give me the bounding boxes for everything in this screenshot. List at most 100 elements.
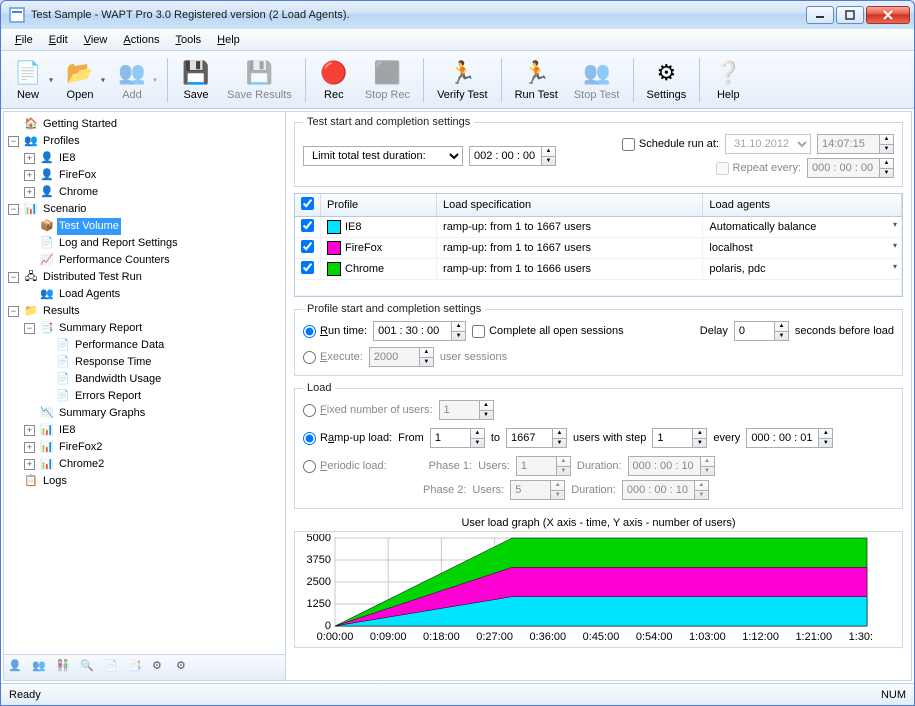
tree-item[interactable]: Response Time <box>73 354 153 371</box>
titlebar[interactable]: Test Sample - WAPT Pro 3.0 Registered ve… <box>1 1 914 29</box>
table-row[interactable]: IE8ramp-up: from 1 to 1667 usersAutomati… <box>295 217 902 238</box>
tree-item[interactable]: Bandwidth Usage <box>73 371 163 388</box>
tree-load-agents[interactable]: Load Agents <box>57 286 122 303</box>
expand-toggle[interactable]: + <box>24 425 35 436</box>
menu-edit[interactable]: Edit <box>41 32 76 48</box>
step-value[interactable] <box>652 428 692 448</box>
every-value[interactable] <box>746 428 818 448</box>
spinner[interactable]: ▲▼ <box>818 428 833 448</box>
tree-getting-started[interactable]: Getting Started <box>41 116 119 133</box>
menu-tools[interactable]: Tools <box>167 32 209 48</box>
tree-item[interactable]: Chrome <box>57 184 100 201</box>
spinner[interactable]: ▲▼ <box>470 428 485 448</box>
expand-toggle[interactable]: + <box>24 187 35 198</box>
to-value[interactable] <box>506 428 552 448</box>
ramp-radio[interactable] <box>303 432 316 445</box>
minimize-button[interactable] <box>806 6 834 24</box>
expand-toggle[interactable]: + <box>24 153 35 164</box>
limit-value-input[interactable] <box>469 146 541 166</box>
open-button[interactable]: 📂Open <box>59 54 109 106</box>
row-checkbox[interactable] <box>301 240 314 253</box>
expand-toggle[interactable]: + <box>24 442 35 453</box>
spinner[interactable]: ▲▼ <box>552 428 567 448</box>
tree-logs[interactable]: Logs <box>41 473 69 490</box>
tool-icon[interactable]: 📄 <box>104 659 122 677</box>
spinner[interactable]: ▲▼ <box>692 428 707 448</box>
tree-item[interactable]: Errors Report <box>73 388 143 405</box>
tree-perf-counters[interactable]: Performance Counters <box>57 252 172 269</box>
tree-view[interactable]: 🏠Getting Started −👥Profiles +👤IE8+👤FireF… <box>4 112 285 654</box>
table-row[interactable]: Chromeramp-up: from 1 to 1666 userspolar… <box>295 259 902 280</box>
tree-item[interactable]: Chrome2 <box>57 456 106 473</box>
tree-item[interactable]: FireFox <box>57 167 98 184</box>
expand-toggle[interactable]: − <box>8 204 19 215</box>
tree-scenario[interactable]: Scenario <box>41 201 88 218</box>
agents-cell[interactable]: Automatically balance <box>703 217 902 238</box>
table-row[interactable]: FireFoxramp-up: from 1 to 1667 usersloca… <box>295 238 902 259</box>
runtime-radio[interactable] <box>303 325 316 338</box>
svg-text:1:30:00: 1:30:00 <box>849 631 873 642</box>
new-button[interactable]: 📄New <box>7 54 57 106</box>
logs-icon: 📋 <box>23 474 39 490</box>
row-checkbox[interactable] <box>301 261 314 274</box>
load-group: Load Fixed number of users: ▲▼ Ramp-up l… <box>294 382 903 509</box>
limit-select[interactable]: Limit total test duration: <box>303 146 463 166</box>
run-button[interactable]: 🏃Run Test <box>508 54 565 106</box>
delay-value[interactable] <box>734 321 774 341</box>
agents-cell[interactable]: polaris, pdc <box>703 259 902 280</box>
tool-icon[interactable]: 👥 <box>32 659 50 677</box>
complete-checkbox[interactable] <box>472 325 485 338</box>
tree-profiles[interactable]: Profiles <box>41 133 82 150</box>
expand-toggle[interactable]: − <box>8 272 19 283</box>
tool-icon[interactable]: 📑 <box>128 659 146 677</box>
help-button[interactable]: ❔Help <box>706 54 750 106</box>
tree-test-volume[interactable]: Test Volume <box>57 218 121 235</box>
tree-item[interactable]: IE8 <box>57 150 78 167</box>
table-header[interactable]: Profile <box>321 194 437 217</box>
expand-toggle[interactable]: − <box>8 136 19 147</box>
tree-results[interactable]: Results <box>41 303 82 320</box>
menu-view[interactable]: View <box>76 32 116 48</box>
tree-item[interactable]: IE8 <box>57 422 78 439</box>
agents-cell[interactable]: localhost <box>703 238 902 259</box>
tree-summary-graphs[interactable]: Summary Graphs <box>57 405 147 422</box>
folder-icon: 👥 <box>23 134 39 150</box>
verify-button[interactable]: 🏃Verify Test <box>430 54 495 106</box>
tool-icon[interactable]: 🔍 <box>80 659 98 677</box>
expand-toggle[interactable]: + <box>24 459 35 470</box>
tree-item[interactable]: Performance Data <box>73 337 166 354</box>
spinner[interactable]: ▲▼ <box>451 321 466 341</box>
row-checkbox[interactable] <box>301 219 314 232</box>
menu-help[interactable]: Help <box>209 32 248 48</box>
menu-file[interactable]: File <box>7 32 41 48</box>
schedule-checkbox[interactable] <box>622 138 635 151</box>
periodic-radio[interactable] <box>303 460 316 473</box>
tree-summary-report[interactable]: Summary Report <box>57 320 144 337</box>
tool-icon[interactable]: 👤 <box>8 659 26 677</box>
close-button[interactable] <box>866 6 910 24</box>
expand-toggle[interactable]: + <box>24 170 35 181</box>
spinner[interactable]: ▲▼ <box>774 321 789 341</box>
expand-toggle[interactable]: − <box>24 323 35 334</box>
expand-toggle[interactable]: − <box>8 306 19 317</box>
rec-button[interactable]: 🔴Rec <box>312 54 356 106</box>
select-all-checkbox[interactable] <box>301 197 314 210</box>
table-header[interactable]: Load specification <box>437 194 703 217</box>
settings-button[interactable]: ⚙Settings <box>640 54 694 106</box>
tree-log-report[interactable]: Log and Report Settings <box>57 235 180 252</box>
tree-item[interactable]: FireFox2 <box>57 439 104 456</box>
tool-icon[interactable]: ⚙ <box>176 659 194 677</box>
tree-distributed[interactable]: Distributed Test Run <box>41 269 144 286</box>
spinner[interactable]: ▲▼ <box>541 146 556 166</box>
tool-icon[interactable]: 👫 <box>56 659 74 677</box>
save-button[interactable]: 💾Save <box>174 54 218 106</box>
table-header[interactable]: Load agents <box>703 194 902 217</box>
maximize-button[interactable] <box>836 6 864 24</box>
tool-icon[interactable]: ⚙ <box>152 659 170 677</box>
table-header[interactable] <box>295 194 321 217</box>
fixed-radio[interactable] <box>303 404 316 417</box>
from-value[interactable] <box>430 428 470 448</box>
execute-radio[interactable] <box>303 351 316 364</box>
menu-actions[interactable]: Actions <box>115 32 167 48</box>
runtime-value[interactable] <box>373 321 451 341</box>
